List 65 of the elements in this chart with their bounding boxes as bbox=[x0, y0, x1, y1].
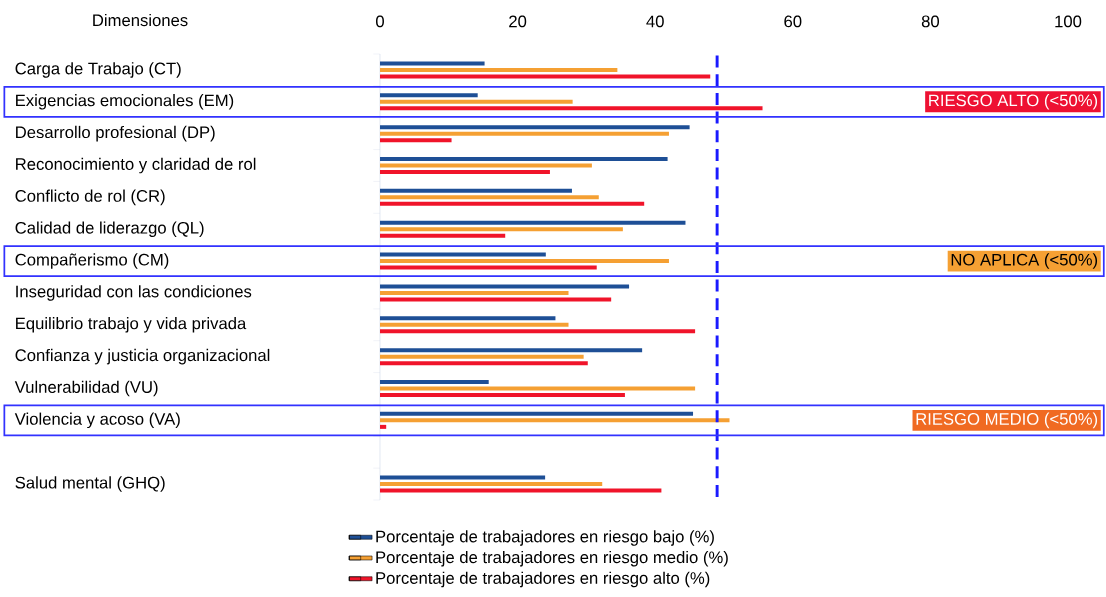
y-tick-label: Equilibrio trabajo y vida privada bbox=[16, 317, 247, 333]
bar bbox=[380, 482, 603, 487]
legend-label: Porcentaje de trabajadores en riesgo medio (%) bbox=[376, 550, 728, 567]
bar bbox=[380, 259, 669, 264]
x-tick-label: 0 bbox=[376, 15, 384, 28]
x-tick-label: 80 bbox=[921, 15, 940, 28]
y-tick-label: Exigencias emocionales (EM) bbox=[16, 94, 234, 110]
bar bbox=[380, 61, 485, 66]
bar bbox=[380, 163, 592, 168]
y-tick-label: Calidad de liderazgo (QL) bbox=[15, 221, 204, 237]
y-tick-label: Compañerismo (CM) bbox=[15, 253, 169, 269]
legend-label: Porcentaje de trabajadores en riesgo alto (%) bbox=[376, 571, 710, 588]
x-tick-label: 40 bbox=[646, 15, 664, 28]
bar bbox=[380, 284, 630, 289]
bar bbox=[380, 386, 696, 391]
y-tick-label: Reconocimiento y claridad de rol bbox=[16, 157, 256, 174]
bar bbox=[380, 316, 556, 321]
bar bbox=[380, 201, 645, 206]
x-tick-label: 60 bbox=[784, 15, 802, 28]
annotation: NO APLICA (<50%) bbox=[951, 253, 1098, 269]
bar bbox=[380, 361, 588, 366]
bar bbox=[380, 252, 546, 257]
bar bbox=[380, 93, 478, 98]
bar bbox=[380, 74, 711, 79]
bar bbox=[380, 195, 599, 200]
bar bbox=[380, 348, 643, 353]
x-tick-label: 20 bbox=[509, 15, 527, 28]
y-tick-label: Violencia y acoso (VA) bbox=[14, 412, 180, 429]
y-tick-label: Vulnerabilidad (VU) bbox=[14, 380, 158, 397]
bar bbox=[380, 99, 573, 104]
annotation: RIESGO MEDIO (<50%) bbox=[916, 412, 1098, 429]
bar bbox=[380, 393, 625, 398]
bar bbox=[380, 227, 623, 232]
y-axis-title: Dimensiones bbox=[93, 13, 188, 27]
y-tick-label: Salud mental (GHQ) bbox=[15, 476, 165, 492]
y-tick-label: Confianza y justicia organizacional bbox=[15, 348, 270, 365]
bar bbox=[380, 290, 569, 295]
y-tick-label: Conflicto de rol (CR) bbox=[15, 189, 165, 206]
bar bbox=[380, 411, 694, 416]
bar bbox=[380, 170, 550, 175]
annotation: RIESGO ALTO (<50%) bbox=[929, 94, 1098, 110]
y-tick-label: Desarrollo profesional (DP) bbox=[16, 125, 215, 142]
bar bbox=[380, 418, 730, 423]
x-tick-label: 100 bbox=[1055, 15, 1082, 28]
bar bbox=[380, 424, 387, 429]
bar bbox=[380, 297, 612, 302]
bar bbox=[380, 475, 546, 480]
bar bbox=[380, 354, 584, 359]
legend-label: Porcentaje de trabajadores en riesgo bajo (%) bbox=[376, 530, 714, 546]
bar bbox=[380, 106, 763, 111]
bar bbox=[380, 329, 696, 334]
bar bbox=[380, 188, 572, 193]
bar bbox=[380, 125, 690, 130]
y-tick-label: Inseguridad con las condiciones bbox=[16, 285, 252, 301]
bar bbox=[380, 233, 506, 238]
bar bbox=[380, 380, 489, 384]
bar bbox=[380, 131, 669, 136]
bar bbox=[380, 138, 452, 143]
y-tick-label: Carga de Trabajo (CT) bbox=[15, 62, 181, 78]
bar bbox=[380, 67, 618, 72]
bar bbox=[380, 157, 668, 161]
bar bbox=[380, 322, 569, 327]
bar bbox=[380, 488, 662, 493]
bar bbox=[380, 220, 686, 225]
bar bbox=[380, 265, 597, 270]
